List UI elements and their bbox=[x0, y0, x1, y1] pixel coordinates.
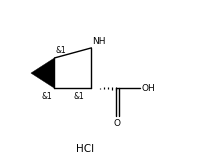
Polygon shape bbox=[31, 58, 54, 88]
Text: OH: OH bbox=[141, 84, 155, 93]
Text: HCl: HCl bbox=[75, 144, 93, 154]
Text: &1: &1 bbox=[41, 92, 52, 101]
Text: O: O bbox=[113, 119, 120, 128]
Text: &1: &1 bbox=[55, 46, 66, 55]
Text: &1: &1 bbox=[73, 92, 84, 101]
Text: NH: NH bbox=[92, 37, 105, 46]
